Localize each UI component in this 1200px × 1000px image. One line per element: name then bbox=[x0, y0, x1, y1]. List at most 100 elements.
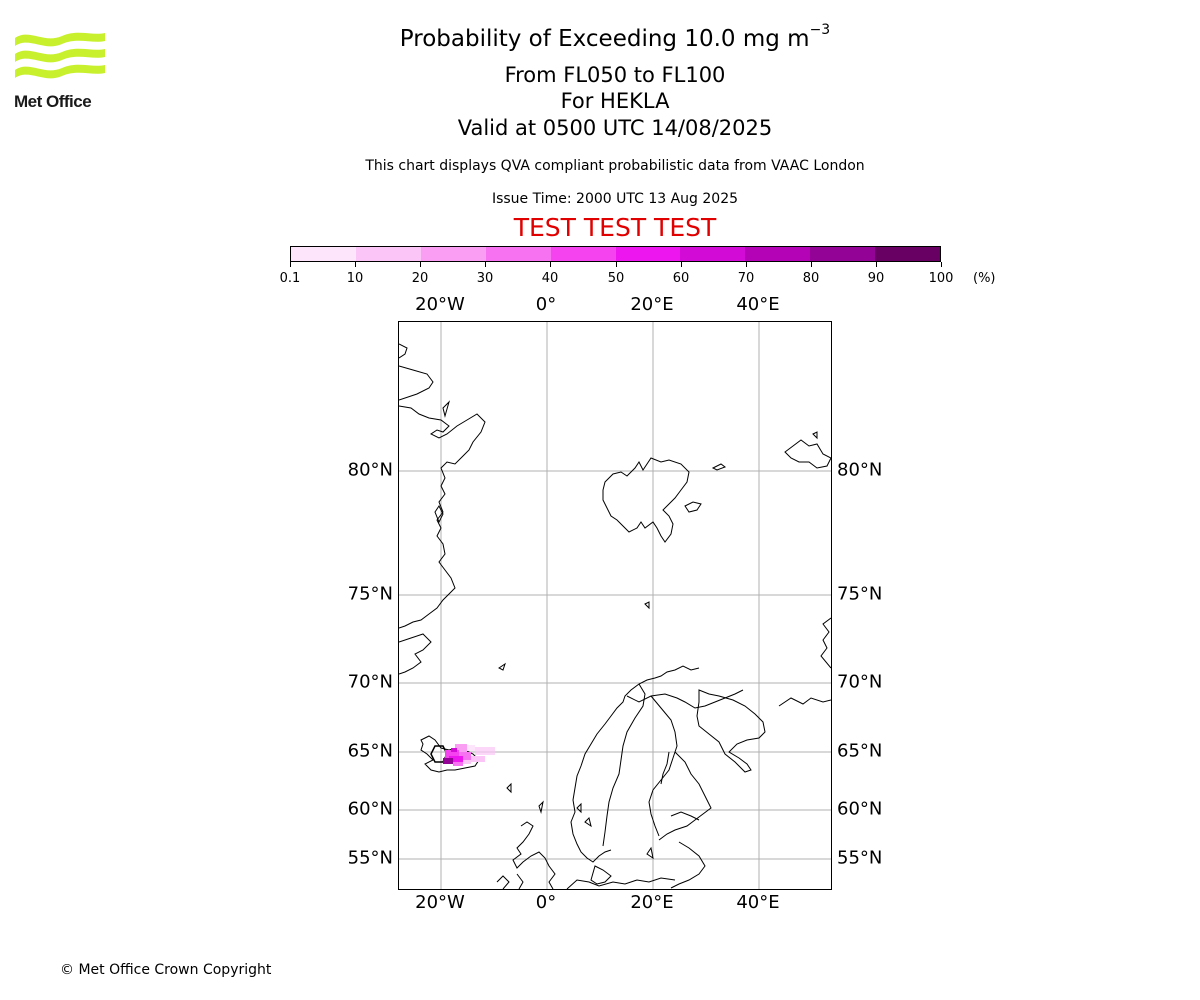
plume-cell bbox=[455, 744, 467, 752]
colorbar-segment bbox=[810, 247, 876, 261]
franz-josef-island bbox=[812, 431, 818, 440]
flight-levels-subtitle: From FL050 to FL100 bbox=[504, 63, 726, 87]
colorbar-segment bbox=[291, 247, 356, 261]
norway-west-islands bbox=[576, 802, 592, 828]
met-office-wave-icon bbox=[15, 32, 105, 79]
map-svg bbox=[399, 322, 831, 889]
plume-cell bbox=[463, 745, 475, 751]
germany-poland-coast bbox=[566, 877, 676, 889]
colorbar-tick bbox=[355, 262, 356, 267]
plume-cell bbox=[449, 756, 463, 762]
russia-kola bbox=[696, 689, 766, 773]
lat-label-left-60n: 60°N bbox=[347, 798, 393, 820]
svalbard-coast bbox=[602, 457, 690, 543]
norway-coast bbox=[570, 665, 700, 863]
colorbar-segment bbox=[420, 247, 486, 261]
colorbar-tick bbox=[550, 262, 551, 267]
colorbar-segment bbox=[875, 247, 941, 261]
kvitoya bbox=[711, 463, 727, 471]
title-main: Probability of Exceeding 10.0 mg m bbox=[399, 26, 810, 52]
colorbar-tick bbox=[681, 262, 682, 267]
colorbar-tick-label: 10 bbox=[346, 271, 364, 286]
plume-cell bbox=[445, 750, 459, 758]
novaya-zemlya bbox=[820, 617, 831, 669]
lat-label-right-75n: 75°N bbox=[837, 583, 883, 605]
lat-label-left-80n: 80°N bbox=[347, 459, 393, 481]
valid-time-subtitle: Valid at 0500 UTC 14/08/2025 bbox=[457, 116, 773, 140]
lon-label-bottom-20e: 20°E bbox=[630, 892, 674, 913]
lat-label-right-70n: 70°N bbox=[837, 671, 883, 693]
volcano-subtitle: For HEKLA bbox=[560, 89, 670, 113]
colorbar-tick bbox=[616, 262, 617, 267]
issue-time: Issue Time: 2000 UTC 13 Aug 2025 bbox=[491, 191, 739, 207]
lat-label-left-55n: 55°N bbox=[347, 847, 393, 869]
colorbar-tick-label: 40 bbox=[541, 271, 559, 286]
lon-label-top-0: 0° bbox=[535, 294, 557, 315]
colorbar-tick bbox=[811, 262, 812, 267]
colorbar-tick bbox=[290, 262, 291, 267]
colorbar-tick-label: 70 bbox=[737, 271, 755, 286]
lat-label-right-55n: 55°N bbox=[837, 847, 883, 869]
ash-plume bbox=[443, 744, 495, 766]
colorbar-tick bbox=[941, 262, 942, 267]
scotland-coast bbox=[512, 821, 556, 889]
colorbar-tick bbox=[485, 262, 486, 267]
denmark bbox=[590, 865, 612, 885]
greenland-inlet bbox=[442, 400, 451, 418]
faroe-islands bbox=[506, 782, 512, 794]
colorbar-tick bbox=[876, 262, 877, 267]
colorbar-segment bbox=[680, 247, 746, 261]
plume-cell bbox=[463, 760, 471, 764]
franz-josef-land bbox=[784, 439, 831, 469]
colorbar-unit: (%) bbox=[973, 271, 996, 286]
plume-cell bbox=[469, 756, 485, 762]
greenland-island bbox=[434, 505, 444, 524]
colorbar-tick-label: 100 bbox=[928, 271, 954, 286]
colorbar-tick-label: 30 bbox=[476, 271, 494, 286]
colorbar-segment bbox=[355, 247, 421, 261]
sweden-finland bbox=[648, 695, 678, 837]
lat-label-right-65n: 65°N bbox=[837, 740, 883, 762]
gulf-of-bothnia bbox=[658, 751, 712, 841]
map-panel bbox=[398, 321, 832, 890]
finland-south bbox=[670, 811, 700, 821]
lon-label-bottom-20w: 20°W bbox=[415, 892, 465, 913]
colorbar-tick bbox=[420, 262, 421, 267]
colorbar-tick bbox=[746, 262, 747, 267]
plume-cell bbox=[475, 747, 495, 755]
baltic-states bbox=[670, 841, 706, 889]
gotland bbox=[646, 846, 654, 860]
colorbar-tick-label: 20 bbox=[411, 271, 429, 286]
gridlines bbox=[399, 322, 831, 889]
lat-label-right-60n: 60°N bbox=[837, 798, 883, 820]
norway-sweden-border bbox=[602, 683, 646, 847]
plume-cell bbox=[453, 762, 463, 766]
kanin-coast bbox=[778, 697, 831, 707]
qva-note: This chart displays QVA compliant probab… bbox=[365, 158, 865, 174]
svalbard-island bbox=[684, 501, 702, 513]
copyright-notice: © Met Office Crown Copyright bbox=[60, 962, 272, 978]
greenland-coast bbox=[399, 343, 486, 675]
logo-text: Met Office bbox=[14, 92, 92, 111]
met-office-logo: Met Office bbox=[14, 30, 109, 115]
uk-inner bbox=[496, 873, 524, 889]
lon-label-top-20w: 20°W bbox=[415, 294, 465, 315]
bear-island bbox=[644, 601, 650, 610]
colorbar-tick-label: 60 bbox=[672, 271, 690, 286]
plume-cell bbox=[443, 758, 453, 764]
lat-label-right-80n: 80°N bbox=[837, 459, 883, 481]
colorbar-tick-label: 80 bbox=[802, 271, 820, 286]
jan-mayen bbox=[498, 662, 506, 671]
probability-colorbar bbox=[290, 246, 941, 262]
colorbar-segment bbox=[615, 247, 681, 261]
coastlines bbox=[399, 343, 831, 889]
lat-label-left-65n: 65°N bbox=[347, 740, 393, 762]
test-banner: TEST TEST TEST bbox=[513, 213, 717, 242]
lon-label-bottom-40e: 40°E bbox=[736, 892, 780, 913]
lat-label-left-75n: 75°N bbox=[347, 583, 393, 605]
chart-title: Probability of Exceeding 10.0 mg m−3 bbox=[315, 22, 915, 52]
lon-label-top-40e: 40°E bbox=[736, 294, 780, 315]
plume-cell bbox=[459, 752, 471, 760]
colorbar-segment bbox=[485, 247, 551, 261]
finland-border bbox=[626, 689, 744, 709]
